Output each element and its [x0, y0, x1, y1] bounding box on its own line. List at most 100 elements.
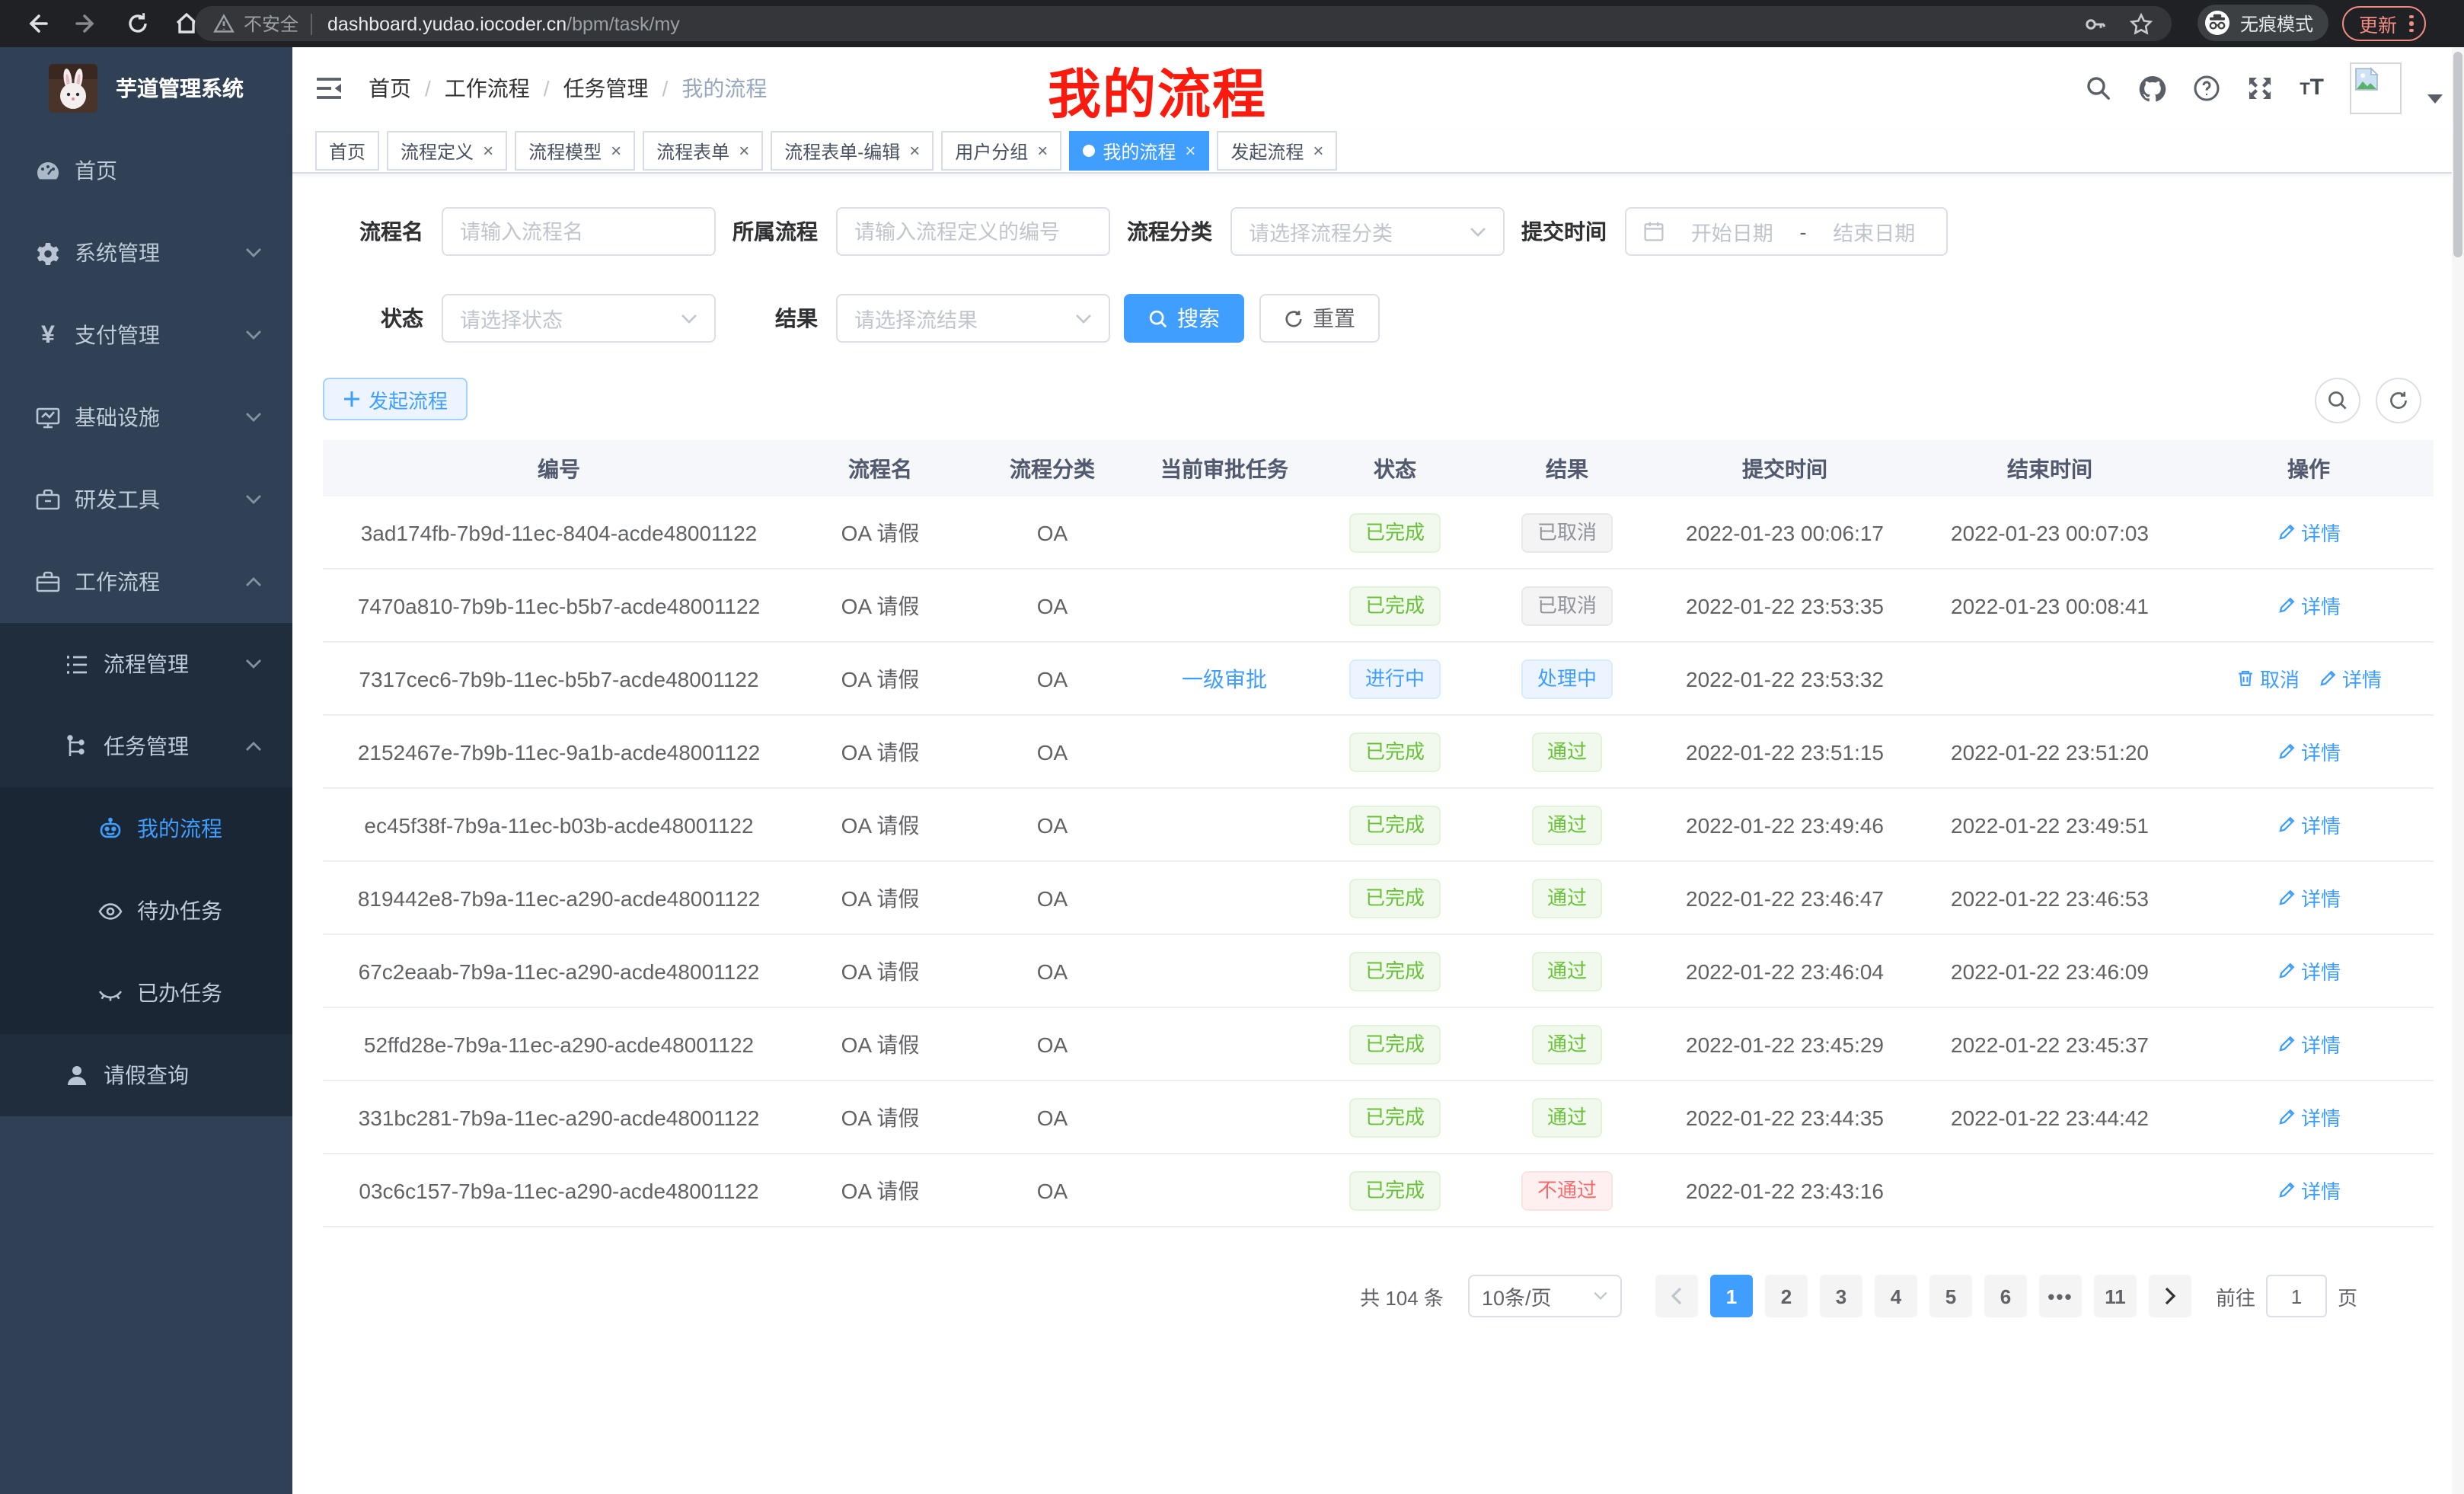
prev-page-button[interactable] [1655, 1275, 1698, 1317]
sidebar-logo-row[interactable]: 芋道管理系统 [0, 47, 292, 129]
browser-menu-icon[interactable] [2409, 14, 2414, 33]
pager-page-3[interactable]: 3 [1819, 1275, 1862, 1317]
browser-back-icon[interactable] [23, 11, 49, 37]
pager-page-11[interactable]: 11 [2093, 1275, 2137, 1317]
hamburger-icon[interactable] [315, 76, 343, 101]
filter-row-2: 状态 请选择状态 结果 请选择流结果 搜索 [323, 294, 2434, 343]
close-icon[interactable]: × [1185, 140, 1196, 161]
page-size-select[interactable]: 10条/页 [1467, 1275, 1622, 1317]
browser-home-icon[interactable] [174, 11, 199, 37]
sidebar-item-payment[interactable]: ¥ 支付管理 [0, 294, 292, 376]
monitor-icon [35, 404, 61, 430]
status-tag: 进行中 [1349, 659, 1440, 698]
caret-down-icon[interactable] [2427, 94, 2443, 104]
detail-action-link[interactable]: 详情 [2277, 1176, 2341, 1205]
detail-action-link[interactable]: 详情 [2277, 518, 2341, 547]
fullscreen-icon[interactable] [2246, 75, 2274, 102]
sidebar-item-infra[interactable]: 基础设施 [0, 376, 292, 458]
detail-action-link[interactable]: 详情 [2318, 664, 2382, 693]
detail-action-link[interactable]: 详情 [2277, 1030, 2341, 1058]
close-icon[interactable]: × [611, 140, 622, 161]
sidebar-item-workflow[interactable]: 工作流程 [0, 541, 292, 623]
github-icon[interactable] [2138, 74, 2167, 103]
pager-page-4[interactable]: 4 [1874, 1275, 1917, 1317]
status-select[interactable]: 请选择状态 [442, 294, 716, 343]
toggle-search-button[interactable] [2315, 378, 2360, 423]
close-icon[interactable]: × [1037, 140, 1048, 161]
pager-page-2[interactable]: 2 [1764, 1275, 1808, 1317]
sidebar: 芋道管理系统 首页 系统管理 ¥ 支付管理 基础设施 研 [0, 47, 292, 1494]
tab-start-process[interactable]: 发起流程 × [1217, 131, 1338, 171]
help-icon[interactable] [2193, 75, 2220, 102]
row-result: 通过 [1480, 732, 1654, 771]
close-icon[interactable]: × [909, 140, 921, 161]
next-page-button[interactable] [2148, 1275, 2191, 1317]
sidebar-item-system[interactable]: 系统管理 [0, 212, 292, 294]
goto-page-input[interactable] [2265, 1275, 2327, 1317]
sidebar-item-todo-tasks[interactable]: 待办任务 [0, 870, 292, 952]
avatar[interactable] [2350, 62, 2402, 114]
pager-page-6[interactable]: 6 [1984, 1275, 2027, 1317]
font-size-icon[interactable]: TT [2300, 74, 2324, 100]
close-icon[interactable]: × [1313, 140, 1324, 161]
browser-reload-icon[interactable] [125, 11, 151, 37]
current-task-link[interactable]: 一级审批 [1182, 666, 1267, 691]
browser-forward-icon[interactable] [75, 11, 101, 37]
process-definition-input[interactable] [836, 207, 1110, 256]
submit-time-range-picker[interactable]: 开始日期 - 结束日期 [1625, 207, 1948, 256]
result-select[interactable]: 请选择流结果 [836, 294, 1110, 343]
breadcrumb-item[interactable]: 任务管理 [563, 76, 649, 101]
row-end-time: 2022-01-22 23:49:51 [1951, 812, 2149, 837]
cancel-action-link[interactable]: 取消 [2236, 664, 2300, 693]
pager-page-5[interactable]: 5 [1929, 1275, 1972, 1317]
process-name-input[interactable] [442, 207, 716, 256]
scrollbar-thumb[interactable] [2453, 52, 2462, 257]
tab-process-form-edit[interactable]: 流程表单-编辑 × [771, 131, 934, 171]
sidebar-item-process-mgmt[interactable]: 流程管理 [0, 623, 292, 705]
pager-page-1[interactable]: 1 [1709, 1275, 1753, 1317]
pager-ellipsis[interactable]: ••• [2038, 1275, 2082, 1317]
scrollbar[interactable] [2452, 47, 2464, 1494]
process-category-select[interactable]: 请选择流程分类 [1230, 207, 1505, 256]
row-category: OA [1036, 593, 1068, 618]
detail-action-link[interactable]: 详情 [2277, 591, 2341, 620]
breadcrumb-item[interactable]: 工作流程 [444, 76, 530, 101]
row-end-time: 2022-01-23 00:08:41 [1951, 593, 2149, 618]
browser-update-button[interactable]: 更新 [2342, 6, 2426, 41]
url-path: /bpm/task/my [567, 13, 680, 34]
edit-icon [2279, 1182, 2295, 1198]
start-process-button[interactable]: 发起流程 [323, 378, 468, 420]
sidebar-item-label: 任务管理 [104, 734, 189, 758]
tab-process-form[interactable]: 流程表单 × [643, 131, 764, 171]
bookmark-star-icon[interactable] [2129, 11, 2153, 36]
chevron-down-icon [245, 329, 262, 341]
tab-process-definition[interactable]: 流程定义 × [387, 131, 508, 171]
detail-action-link[interactable]: 详情 [2277, 1103, 2341, 1132]
sidebar-item-leave-query[interactable]: 请假查询 [0, 1034, 292, 1116]
search-icon[interactable] [2085, 75, 2112, 102]
page-content: 流程名 所属流程 流程分类 请选择流程分类 提交时间 [292, 174, 2464, 1317]
tab-user-group[interactable]: 用户分组 × [941, 131, 1062, 171]
detail-action-link[interactable]: 详情 [2277, 956, 2341, 985]
close-icon[interactable]: × [739, 140, 750, 161]
tab-my-process[interactable]: 我的流程 × [1069, 131, 1210, 171]
tab-home[interactable]: 首页 [315, 131, 380, 171]
key-icon[interactable] [2083, 11, 2108, 36]
sidebar-item-done-tasks[interactable]: 已办任务 [0, 952, 292, 1034]
reset-button[interactable]: 重置 [1259, 294, 1380, 343]
search-button[interactable]: 搜索 [1124, 294, 1244, 343]
sidebar-item-home[interactable]: 首页 [0, 129, 292, 212]
refresh-button[interactable] [2376, 378, 2421, 423]
detail-action-link[interactable]: 详情 [2277, 883, 2341, 912]
breadcrumb-item[interactable]: 首页 [369, 76, 411, 101]
row-submit-time: 2022-01-23 00:06:17 [1686, 520, 1884, 544]
end-date-placeholder: 结束日期 [1833, 222, 1916, 245]
close-icon[interactable]: × [483, 140, 494, 161]
detail-action-link[interactable]: 详情 [2277, 737, 2341, 766]
address-bar[interactable]: 不安全 dashboard.yudao.iocoder.cn /bpm/task… [195, 6, 2172, 41]
tab-process-model[interactable]: 流程模型 × [515, 131, 636, 171]
sidebar-item-task-mgmt[interactable]: 任务管理 [0, 705, 292, 787]
sidebar-item-my-process[interactable]: 我的流程 [0, 787, 292, 870]
detail-action-link[interactable]: 详情 [2277, 810, 2341, 839]
sidebar-item-devtools[interactable]: 研发工具 [0, 458, 292, 541]
